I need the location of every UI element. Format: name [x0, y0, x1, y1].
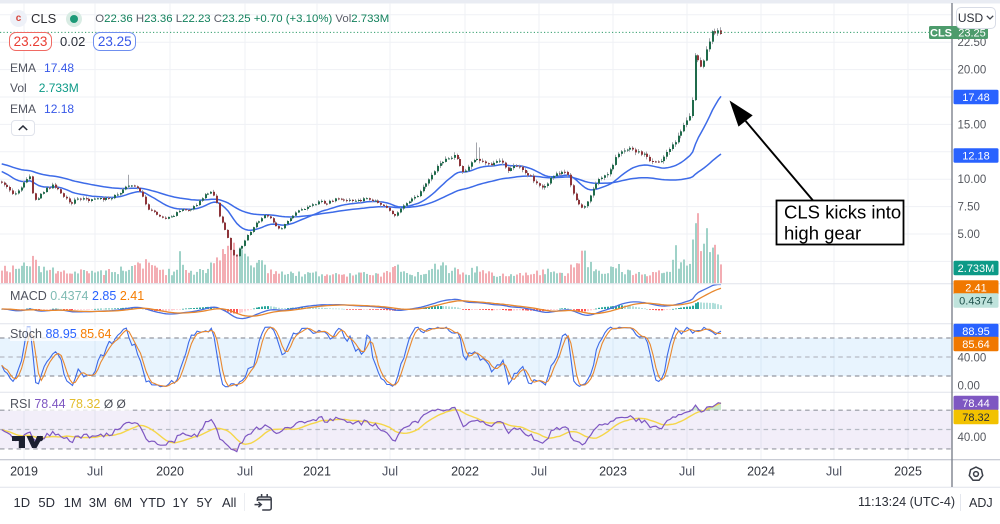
- svg-text:17.48: 17.48: [962, 92, 990, 104]
- svg-text:22.50: 22.50: [958, 37, 987, 49]
- svg-text:2021: 2021: [303, 465, 331, 479]
- svg-text:40.00: 40.00: [958, 432, 987, 444]
- svg-text:2023: 2023: [599, 465, 627, 479]
- svg-text:88.95: 88.95: [962, 326, 990, 338]
- svg-text:40.00: 40.00: [958, 353, 987, 365]
- svg-text:23.25: 23.25: [958, 27, 986, 39]
- svg-text:Jul: Jul: [87, 465, 103, 479]
- svg-text:2022: 2022: [451, 465, 479, 479]
- svg-text:2025: 2025: [894, 465, 922, 479]
- svg-text:10.00: 10.00: [958, 174, 987, 186]
- svg-text:20.00: 20.00: [958, 65, 987, 77]
- svg-text:15.00: 15.00: [958, 119, 987, 131]
- svg-text:78.32: 78.32: [962, 412, 990, 424]
- svg-text:Jul: Jul: [531, 465, 547, 479]
- svg-text:2.733M: 2.733M: [958, 263, 995, 275]
- svg-text:Jul: Jul: [237, 465, 253, 479]
- svg-text:CLS: CLS: [930, 27, 952, 39]
- svg-text:2024: 2024: [747, 465, 775, 479]
- svg-text:5.00: 5.00: [958, 229, 980, 241]
- svg-text:CLS kicks into: CLS kicks into: [784, 202, 901, 223]
- svg-text:12.18: 12.18: [962, 150, 990, 162]
- svg-text:Jul: Jul: [382, 465, 398, 479]
- svg-text:Jul: Jul: [826, 465, 842, 479]
- svg-text:78.44: 78.44: [962, 398, 990, 410]
- svg-text:0.4374: 0.4374: [959, 295, 993, 307]
- svg-text:Jul: Jul: [679, 465, 695, 479]
- svg-text:85.64: 85.64: [962, 339, 990, 351]
- svg-text:2020: 2020: [156, 465, 184, 479]
- svg-text:2019: 2019: [10, 465, 38, 479]
- svg-text:high gear: high gear: [784, 223, 861, 244]
- svg-text:7.50: 7.50: [958, 202, 980, 214]
- svg-text:2.41: 2.41: [965, 282, 986, 294]
- svg-text:0.00: 0.00: [958, 381, 980, 393]
